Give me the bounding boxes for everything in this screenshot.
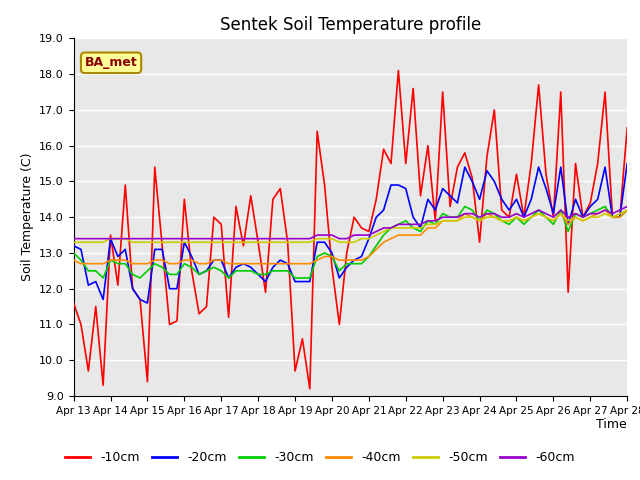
Text: BA_met: BA_met: [84, 56, 138, 69]
Y-axis label: Soil Temperature (C): Soil Temperature (C): [20, 153, 33, 281]
X-axis label: Time: Time: [596, 419, 627, 432]
Title: Sentek Soil Temperature profile: Sentek Soil Temperature profile: [220, 16, 481, 34]
Legend: -10cm, -20cm, -30cm, -40cm, -50cm, -60cm: -10cm, -20cm, -30cm, -40cm, -50cm, -60cm: [60, 446, 580, 469]
